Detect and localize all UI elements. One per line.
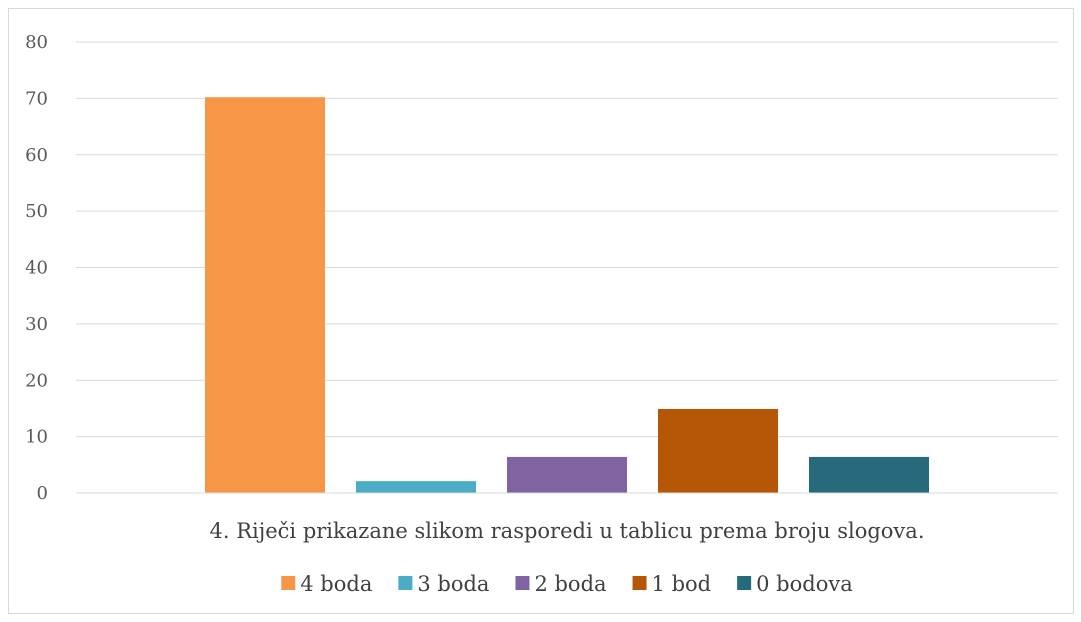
legend-label: 0 bodova xyxy=(756,572,853,596)
category-label: 4. Riječi prikazane slikom rasporedi u t… xyxy=(209,519,924,543)
bar-3-boda xyxy=(356,481,476,493)
legend-swatch xyxy=(398,576,413,590)
legend-label: 2 boda xyxy=(534,572,606,596)
legend-swatch xyxy=(737,576,752,590)
y-tick-label: 60 xyxy=(25,145,48,166)
bar-1-bod xyxy=(658,409,778,493)
y-axis-ticks: 0 10 20 30 40 50 60 70 80 xyxy=(25,32,48,504)
y-tick-label: 0 xyxy=(37,483,48,504)
legend-swatch xyxy=(281,576,296,590)
legend-label: 1 bod xyxy=(652,572,712,596)
y-tick-label: 20 xyxy=(25,370,48,391)
y-tick-label: 50 xyxy=(25,201,48,222)
bars xyxy=(205,97,929,493)
legend-label: 4 boda xyxy=(300,572,372,596)
legend: 4 boda 3 boda 2 boda 1 bod 0 bodova xyxy=(281,572,853,596)
chart-frame xyxy=(8,8,1074,614)
legend-label: 3 boda xyxy=(417,572,489,596)
bar-4-boda xyxy=(205,97,325,493)
y-tick-label: 80 xyxy=(25,32,48,53)
y-tick-label: 70 xyxy=(25,88,48,109)
bar-0-bodova xyxy=(809,456,929,493)
y-tick-label: 10 xyxy=(25,427,48,448)
y-tick-label: 30 xyxy=(25,314,48,335)
legend-swatch xyxy=(632,576,647,590)
y-tick-label: 40 xyxy=(25,258,48,279)
bar-2-boda xyxy=(507,456,627,493)
legend-swatch xyxy=(515,576,530,590)
